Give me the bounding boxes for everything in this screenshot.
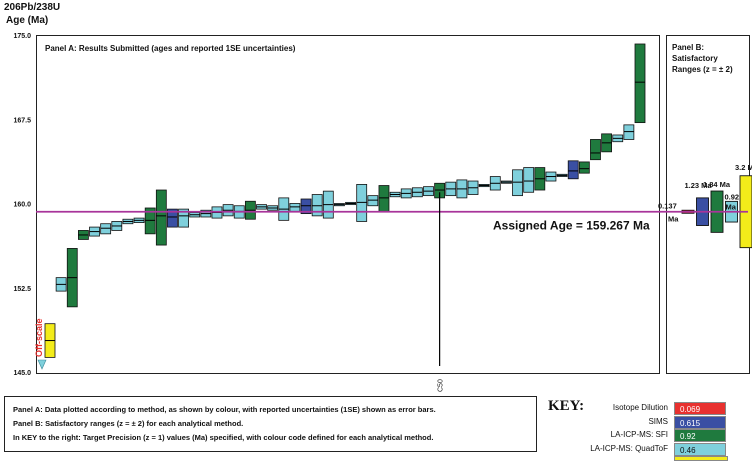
- result-bar: [623, 124, 635, 140]
- range-label: 1.84 Ma: [703, 180, 731, 189]
- result-bar: [378, 185, 390, 212]
- result-bar: [634, 43, 646, 124]
- result-bar: [578, 161, 590, 174]
- range-label-unit: Ma: [726, 202, 737, 211]
- result-bar: [100, 223, 112, 235]
- range-label: 3.2 Ma: [735, 163, 752, 172]
- panel-b-title-line2: Satisfactory: [672, 54, 718, 63]
- assigned-age-label: Assigned Age = 159.267 Ma: [493, 219, 650, 233]
- key-row-value: 0.615: [674, 415, 726, 429]
- key-row-value: 0.46: [674, 442, 726, 456]
- panel-b-title-line3: Ranges (z = ± 2): [672, 65, 733, 74]
- result-bar: [155, 189, 167, 246]
- y-axis-title-line2: Age (Ma): [6, 15, 49, 26]
- key-title: KEY:: [548, 398, 585, 414]
- c50-label: C50: [438, 379, 445, 392]
- result-bar: [523, 167, 535, 193]
- key-row-label: Isotope Dilution: [612, 403, 668, 412]
- result-bar: [144, 207, 156, 235]
- y-tick-label: 152.5: [13, 286, 31, 293]
- y-axis-title-line1: 206Pb/238U: [4, 2, 61, 13]
- result-bar: [289, 203, 301, 212]
- key-other-swatch: [674, 456, 728, 461]
- notes-box: Panel A: Data plotted according to metho…: [4, 396, 537, 452]
- key-row-label: SIMS: [648, 416, 668, 426]
- result-bar: [311, 194, 323, 217]
- y-tick-label: 160.0: [13, 202, 31, 209]
- key-row-label: LA-ICP-MS: SFI: [610, 430, 668, 439]
- y-tick-label: 145.0: [13, 370, 31, 377]
- age-chart: 145.0 152.5 160.0 167.5 175.0 0.137 Ma 1.23 Ma…: [13, 33, 752, 392]
- result-bar: [590, 139, 601, 161]
- result-bar: [367, 195, 379, 207]
- note-panel-a: Panel A: Data plotted according to metho…: [13, 405, 436, 414]
- range-label-unit: Ma: [668, 215, 679, 224]
- key-row-value: 0.92: [674, 429, 726, 442]
- y-tick-label: 175.0: [13, 33, 31, 40]
- note-panel-b: Panel B: Satisfactory ranges (z = ± 2) f…: [13, 419, 244, 428]
- panel-a-title: Panel A: Results Submitted (ages and rep…: [45, 44, 296, 53]
- result-bar: [300, 198, 312, 215]
- panel-b-title-line1: Panel B:: [672, 43, 705, 52]
- range-label: 0.92: [725, 192, 740, 201]
- y-tick-label: 167.5: [13, 117, 31, 124]
- key-row-label: LA-ICP-MS: QuadToF: [590, 443, 668, 453]
- result-bar: [567, 160, 579, 180]
- off-scale-arrow-icon: [37, 359, 47, 370]
- note-key: In KEY to the right: Target Precision (z…: [13, 433, 434, 442]
- range-label: 1.23 Ma: [685, 181, 713, 190]
- result-bar: [356, 184, 368, 222]
- range-label: 0.137: [658, 202, 677, 211]
- result-bar: [512, 169, 523, 197]
- key-row-value: 0.069: [674, 402, 726, 415]
- panel-b-title: Panel B: Satisfactory Ranges (z = ± 2): [672, 42, 733, 75]
- result-bar: [178, 208, 189, 228]
- off-scale-label: Off-scale: [34, 318, 44, 357]
- result-bar: [167, 208, 178, 228]
